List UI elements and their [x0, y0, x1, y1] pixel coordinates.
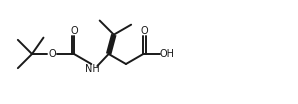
Text: O: O [48, 49, 56, 59]
Text: OH: OH [160, 49, 175, 59]
Text: O: O [140, 25, 148, 35]
Text: O: O [70, 25, 78, 35]
Text: NH: NH [85, 64, 100, 74]
